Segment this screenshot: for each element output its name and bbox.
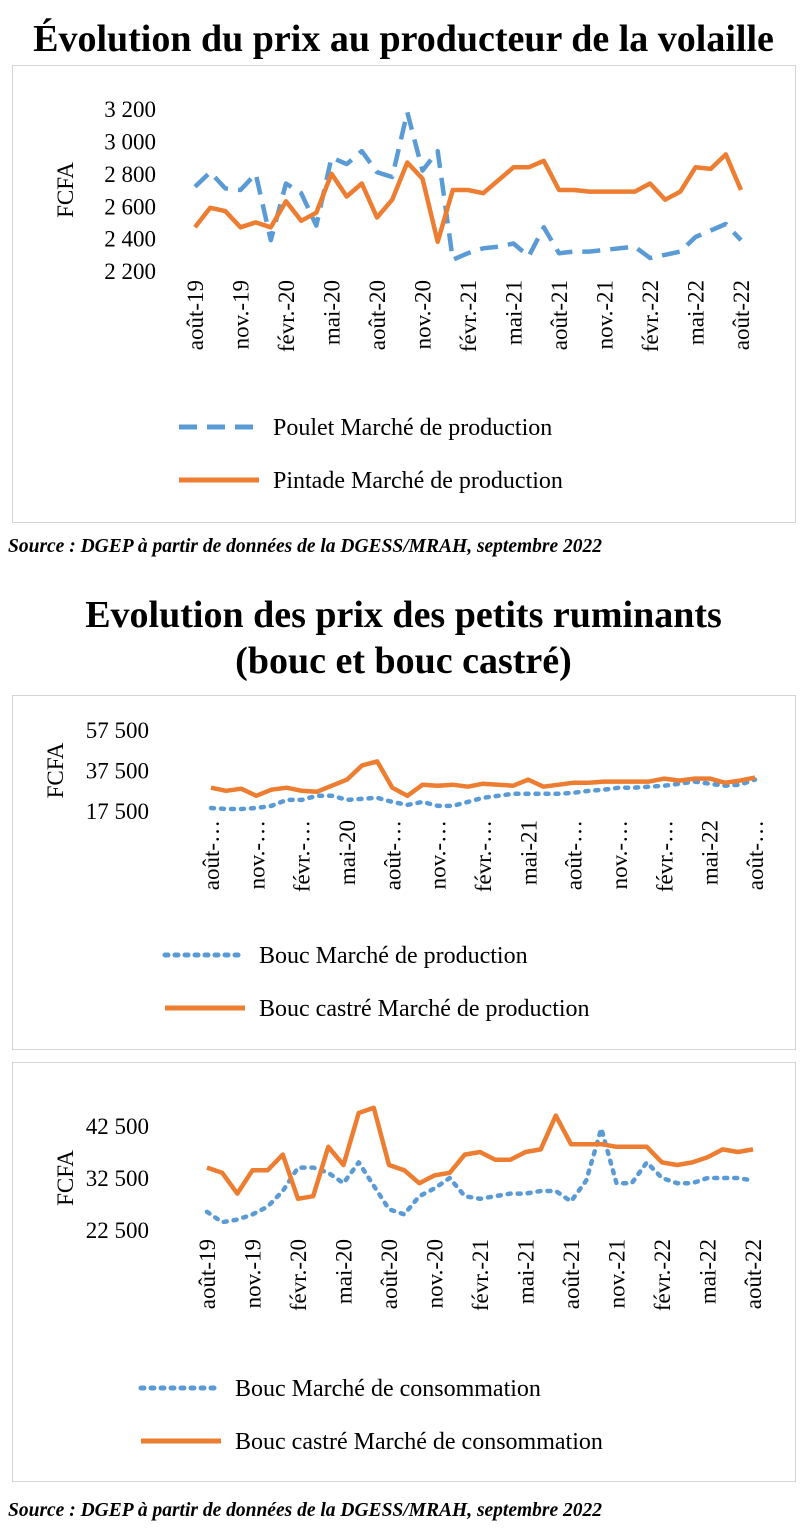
x-tick-label: août-… — [743, 820, 768, 890]
y-tick-label: 2 600 — [104, 194, 156, 219]
x-tick-label: févr.-… — [652, 820, 677, 892]
chart-panel-consumption: FCFA 22 500 32 500 42 500 août-19 nov.-19 févr… — [12, 1062, 796, 1482]
legend-label-1: Bouc Marché de consommation — [235, 1376, 541, 1402]
x-tick-label: nov.-… — [426, 820, 451, 889]
x-tick-label: févr.-22 — [650, 1239, 675, 1311]
x-tick-label: févr.-… — [471, 820, 496, 892]
chart-poultry: FCFA 2 200 2 400 2 600 2 800 3 000 3 200 août-1… — [53, 97, 754, 494]
legend-label-1: Poulet Marché de production — [273, 415, 552, 441]
source-note-poultry: Source : DGEP à partir de données de la … — [8, 536, 603, 557]
x-tick-label: nov.-19 — [229, 280, 254, 349]
legend-label-2: Bouc castré Marché de production — [259, 996, 590, 1022]
y-tick-label: 17 500 — [86, 799, 149, 824]
x-tick-label: nov.-19 — [241, 1239, 266, 1308]
chart-title-poultry: Évolution du prix au producteur de la vo… — [33, 18, 774, 60]
x-tick-label: mai-22 — [684, 280, 709, 345]
x-tick-label: mai-22 — [696, 1239, 721, 1304]
x-tick-label: nov.-… — [244, 820, 269, 889]
y-tick-label: 2 800 — [104, 162, 156, 187]
series-line-2 — [206, 1105, 754, 1202]
x-tick-label: mai-21 — [502, 280, 527, 345]
x-tick-label: nov.-20 — [411, 280, 436, 349]
chart-ruminants-production: FCFA 17 500 37 500 57 500 août-… nov.-… févr.-… — [43, 718, 768, 1022]
series-line-2 — [210, 759, 756, 799]
chart-title-ruminants: Evolution des prix des petits ruminants(… — [0, 592, 807, 684]
x-tick-label: nov.-21 — [605, 1239, 630, 1308]
x-tick-label: févr.-21 — [468, 1239, 493, 1311]
x-tick-label: mai-20 — [335, 820, 360, 885]
title-line-2: (bouc et bouc castré) — [235, 640, 572, 682]
x-tick-label: août-20 — [365, 280, 390, 350]
y-tick-label: 2 200 — [104, 259, 156, 284]
x-tick-label: févr.-21 — [456, 280, 481, 352]
y-axis-label: FCFA — [43, 742, 68, 798]
x-tick-label: août-21 — [559, 1239, 584, 1309]
x-tick-label: août-22 — [729, 280, 754, 350]
y-tick-label: 2 400 — [104, 227, 156, 252]
series-line-2 — [193, 152, 744, 245]
x-tick-label: août-21 — [547, 280, 572, 350]
source-note-ruminants: Source : DGEP à partir de données de la … — [8, 1500, 603, 1521]
chart-panel-production: FCFA 17 500 37 500 57 500 août-… nov.-… févr.-… — [12, 695, 796, 1050]
y-axis-label: FCFA — [53, 1150, 78, 1206]
series-line-1 — [193, 109, 743, 262]
y-tick-label: 57 500 — [86, 718, 149, 743]
x-tick-label: févr.-20 — [286, 1239, 311, 1311]
x-tick-label: mai-22 — [698, 820, 723, 885]
chart-ruminants-consumption: FCFA 22 500 32 500 42 500 août-19 nov.-19 févr… — [53, 1105, 766, 1455]
x-tick-label: août-… — [562, 820, 587, 890]
x-tick-label: nov.-20 — [423, 1239, 448, 1308]
x-tick-label: févr.-… — [290, 820, 315, 892]
series-line-1 — [204, 1126, 756, 1225]
legend-label-2: Bouc castré Marché de consommation — [235, 1429, 603, 1455]
y-tick-label: 37 500 — [86, 759, 149, 784]
y-tick-label: 42 500 — [86, 1114, 149, 1139]
x-tick-label: août-20 — [377, 1239, 402, 1309]
y-tick-label: 3 000 — [104, 129, 156, 154]
x-tick-label: août-22 — [741, 1239, 766, 1309]
x-tick-label: août-… — [380, 820, 405, 890]
title-line-1: Evolution des prix des petits ruminants — [85, 594, 722, 636]
y-tick-label: 3 200 — [104, 97, 156, 122]
x-tick-label: mai-20 — [332, 1239, 357, 1304]
legend-label-1: Bouc Marché de production — [259, 943, 528, 969]
y-axis-label: FCFA — [53, 162, 78, 218]
y-tick-label: 32 500 — [86, 1166, 149, 1191]
x-tick-label: août-19 — [195, 1239, 220, 1309]
x-tick-label: nov.-21 — [593, 280, 618, 349]
chart-panel-poultry: FCFA 2 200 2 400 2 600 2 800 3 000 3 200 août-1… — [12, 65, 796, 523]
x-tick-label: août-19 — [183, 280, 208, 350]
x-tick-label: mai-21 — [514, 1239, 539, 1304]
y-tick-label: 22 500 — [86, 1218, 149, 1243]
x-tick-label: févr.-22 — [638, 280, 663, 352]
legend-label-2: Pintade Marché de production — [273, 468, 563, 494]
x-tick-label: mai-21 — [516, 820, 541, 885]
x-tick-label: mai-20 — [320, 280, 345, 345]
x-tick-label: nov.-… — [607, 820, 632, 889]
x-tick-label: août-… — [199, 820, 224, 890]
x-tick-label: févr.-20 — [274, 280, 299, 352]
series-line-1 — [208, 777, 758, 812]
